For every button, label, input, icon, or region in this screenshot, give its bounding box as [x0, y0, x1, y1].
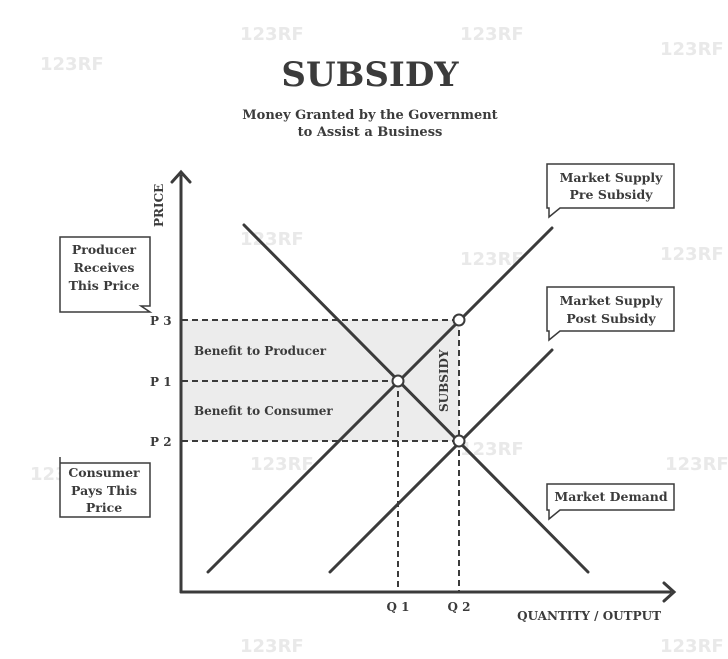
callout-line: Pays This	[71, 483, 137, 498]
watermark: 123RF	[240, 636, 304, 657]
watermark: 123RF	[460, 249, 524, 270]
watermark: 123RF	[240, 24, 304, 45]
subtitle-line-1: Money Granted by the Government	[242, 108, 497, 123]
watermark: 123RF	[460, 24, 524, 45]
supply-pre-line	[206, 226, 554, 574]
subtitle-line-2: to Assist a Business	[298, 125, 443, 140]
y-axis-arrow	[170, 169, 192, 184]
watermark: 123RF	[250, 454, 314, 475]
supply-post-line	[328, 348, 554, 574]
watermark: 123RF	[240, 229, 304, 250]
watermark: 123RF	[40, 54, 104, 75]
callout-consumer-price: Consumer Pays This Price	[59, 457, 151, 518]
callout-box	[546, 286, 675, 342]
callout-supply-post: Market Supply Post Subsidy	[546, 286, 675, 342]
callout-line: Receives	[74, 260, 135, 275]
producer-benefit-label: Benefit to Producer	[194, 344, 327, 358]
callout-box	[546, 483, 675, 521]
x-axis-arrow	[662, 581, 677, 603]
callout-producer-price: Producer Receives This Price	[59, 236, 153, 313]
diagram-title: SUBSIDY	[281, 55, 459, 95]
consumer-benefit-label: Benefit to Consumer	[194, 404, 333, 418]
callout-line: Market Supply	[560, 293, 664, 308]
tick-p3: P 3	[150, 314, 172, 328]
callout-line: Price	[86, 500, 122, 515]
callout-box	[59, 236, 153, 313]
watermark: 123RF	[660, 244, 724, 265]
benefit-area	[182, 320, 459, 441]
y-axis-label: PRICE	[152, 184, 166, 227]
point-q2-p3	[452, 313, 466, 327]
tick-q1: Q 1	[387, 600, 410, 614]
watermark: 123RF	[660, 39, 724, 60]
callout-box	[59, 457, 151, 518]
tick-p2: P 2	[150, 435, 172, 449]
callout-line: This Price	[69, 278, 140, 293]
watermark: 123RF	[460, 439, 524, 460]
callout-supply-pre: Market Supply Pre Subsidy	[546, 163, 675, 219]
callout-line: Post Subsidy	[566, 311, 656, 326]
demand-line	[242, 223, 590, 574]
callout-demand: Market Demand	[546, 483, 675, 521]
tick-p1: P 1	[150, 375, 172, 389]
callout-line: Market Supply	[560, 170, 664, 185]
point-q1-p1	[391, 374, 405, 388]
point-q2-p2	[452, 434, 466, 448]
callout-line: Consumer	[68, 465, 140, 480]
callout-line: Market Demand	[554, 489, 667, 504]
subsidy-label: SUBSIDY	[437, 349, 451, 412]
callout-line: Producer	[72, 242, 137, 257]
watermark: 123RF	[665, 454, 728, 475]
callout-line: Pre Subsidy	[570, 187, 654, 202]
callout-box	[546, 163, 675, 219]
x-axis-label: QUANTITY / OUTPUT	[517, 609, 661, 623]
tick-q2: Q 2	[448, 600, 471, 614]
watermark: 123RF	[660, 636, 724, 657]
